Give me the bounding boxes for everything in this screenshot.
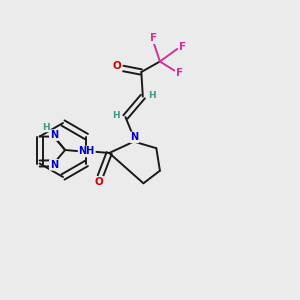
Text: F: F bbox=[176, 68, 183, 78]
Text: NH: NH bbox=[79, 146, 95, 157]
Text: F: F bbox=[179, 42, 186, 52]
Text: N: N bbox=[50, 130, 58, 140]
Text: N: N bbox=[50, 160, 58, 170]
Text: H: H bbox=[42, 122, 50, 131]
Text: O: O bbox=[94, 177, 103, 187]
Text: H: H bbox=[148, 91, 156, 100]
Text: F: F bbox=[150, 33, 158, 43]
Text: O: O bbox=[113, 61, 122, 71]
Text: N: N bbox=[130, 132, 139, 142]
Text: H: H bbox=[112, 111, 120, 120]
